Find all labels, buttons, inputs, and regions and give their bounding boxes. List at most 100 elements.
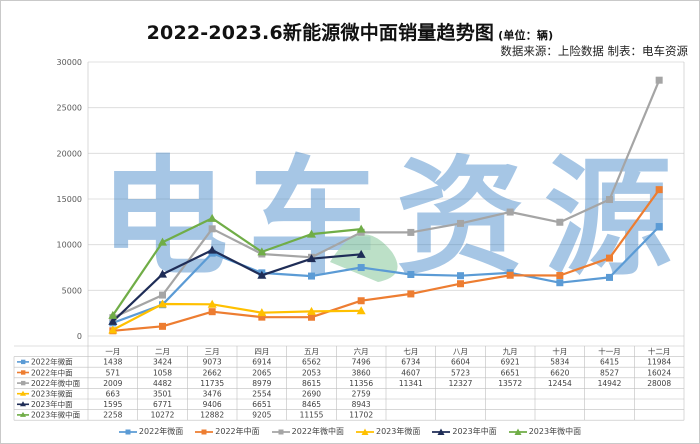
legend-item: 2023年中面	[432, 426, 497, 437]
table-cell-value: 1058	[153, 368, 172, 377]
table-cell-value: 6734	[401, 358, 420, 367]
y-tick-label: 20000	[57, 149, 82, 158]
table-cell-value: 8615	[302, 379, 321, 388]
data-point	[407, 228, 415, 236]
row-key-marker	[21, 370, 26, 375]
data-point	[556, 272, 564, 280]
legend-item: 2023年微中面	[508, 426, 582, 437]
data-point	[606, 196, 613, 204]
data-point	[208, 225, 216, 233]
data-point	[257, 247, 267, 256]
row-series-name: 2023年微中面	[31, 410, 81, 420]
table-cell-value: 2759	[352, 390, 371, 399]
legend-swatch	[118, 429, 137, 434]
table-cell-value: 9205	[252, 411, 271, 420]
data-point	[457, 219, 464, 227]
legend-swatch	[432, 428, 451, 435]
table-cell-value: 4482	[153, 379, 172, 388]
table-cell-value: 5723	[451, 368, 470, 377]
y-tick-label: 5000	[62, 286, 82, 295]
table-cell-value: 2554	[252, 390, 271, 399]
data-point	[606, 273, 613, 281]
unit-label: (单位：辆)	[498, 29, 554, 42]
table-cell-value: 9073	[203, 358, 222, 367]
series-line	[112, 302, 362, 331]
data-point	[158, 269, 167, 278]
table-cell-value: 12454	[548, 379, 572, 388]
row-key-marker	[21, 359, 26, 365]
table-cell-value: 2258	[103, 411, 122, 420]
legend-label: 2022年微面	[138, 427, 184, 436]
table-cell-value: 6604	[451, 358, 470, 367]
table-cell-value: 11702	[349, 411, 373, 420]
table-cell-value: 663	[106, 390, 121, 399]
series-line	[112, 79, 661, 319]
legend-item: 2022年微中面	[271, 426, 344, 437]
data-point	[606, 254, 613, 262]
table-cell-value: 6651	[501, 368, 520, 377]
watermark-glyph: 源	[544, 144, 672, 293]
data-point	[506, 271, 514, 279]
table-cell-value: 1595	[103, 400, 122, 409]
table-cell-value: 3860	[352, 368, 371, 377]
category-label: 十月	[552, 346, 567, 356]
table-cell-value: 16024	[647, 368, 671, 377]
table-cell-value: 6620	[550, 368, 569, 377]
table-cell-value: 14942	[598, 379, 622, 388]
table-cell-value: 9406	[203, 400, 222, 409]
row-key-marker	[20, 401, 26, 407]
chart-title: 2022-2023.6新能源微中面销量趋势图 (单位：辆)	[0, 18, 700, 45]
table-cell-value: 11341	[399, 379, 423, 388]
legend-label: 2023年中面	[452, 427, 497, 436]
table-cell-value: 2009	[103, 379, 122, 388]
data-point	[308, 272, 315, 280]
legend-label: 2023年微中面	[528, 427, 582, 436]
table-cell-value: 2662	[203, 368, 222, 377]
row-series-name: 2022年微面	[31, 357, 73, 367]
series-line	[112, 225, 660, 324]
grid-lines	[88, 61, 684, 337]
watermark-glyph: 资	[396, 144, 524, 293]
legend-swatch	[195, 429, 214, 434]
table-cell-value: 28008	[647, 379, 671, 388]
category-label: 十一月	[598, 346, 621, 356]
table-cell-value: 6562	[302, 358, 321, 367]
data-point	[506, 208, 514, 216]
y-tick-label: 0	[77, 332, 82, 341]
data-table: 一月 二月 三月 四月 五月 六月 七月 八月 九月 十月 十一月 十二月 2022年微面 1438 342…	[13, 62, 685, 421]
table-cell-value: 11155	[300, 411, 324, 420]
table-cell-value: 7496	[352, 358, 371, 367]
table-cell-value: 6921	[501, 358, 520, 367]
legend-item: 2023年微面	[356, 426, 420, 437]
data-point	[407, 270, 415, 278]
table-cell-value: 6914	[252, 358, 271, 367]
y-tick-label: 25000	[57, 104, 82, 113]
category-label: 二月	[155, 347, 170, 356]
data-point	[356, 224, 366, 233]
series-line	[111, 217, 362, 317]
table-cell-value: 2065	[252, 368, 271, 377]
row-key-marker	[20, 390, 26, 396]
table-cell-value: 6771	[153, 400, 172, 409]
category-label: 九月	[503, 347, 518, 356]
table-cell-value: 12882	[200, 411, 224, 420]
data-point	[655, 223, 663, 231]
data-point	[257, 308, 267, 317]
category-label: 一月	[105, 347, 120, 356]
data-point	[108, 316, 118, 325]
data-point	[357, 297, 365, 305]
y-axis: 0 5000 10000 15000 20000 25000 30000	[57, 58, 82, 341]
table-cell-value: 1438	[103, 358, 122, 367]
data-point	[308, 313, 315, 321]
table-cell-value: 8527	[600, 368, 619, 377]
row-key-marker	[20, 411, 26, 417]
category-label: 五月	[304, 347, 319, 356]
data-point	[207, 299, 217, 308]
data-point	[108, 310, 118, 319]
table-cell-value: 2053	[302, 368, 321, 377]
data-point	[407, 290, 415, 298]
category-label: 三月	[205, 347, 220, 356]
title-text: 2022-2023.6新能源微中面销量趋势图	[146, 22, 495, 44]
table-cell-value: 571	[106, 368, 121, 377]
legend-item: 2022年微面	[118, 426, 184, 437]
